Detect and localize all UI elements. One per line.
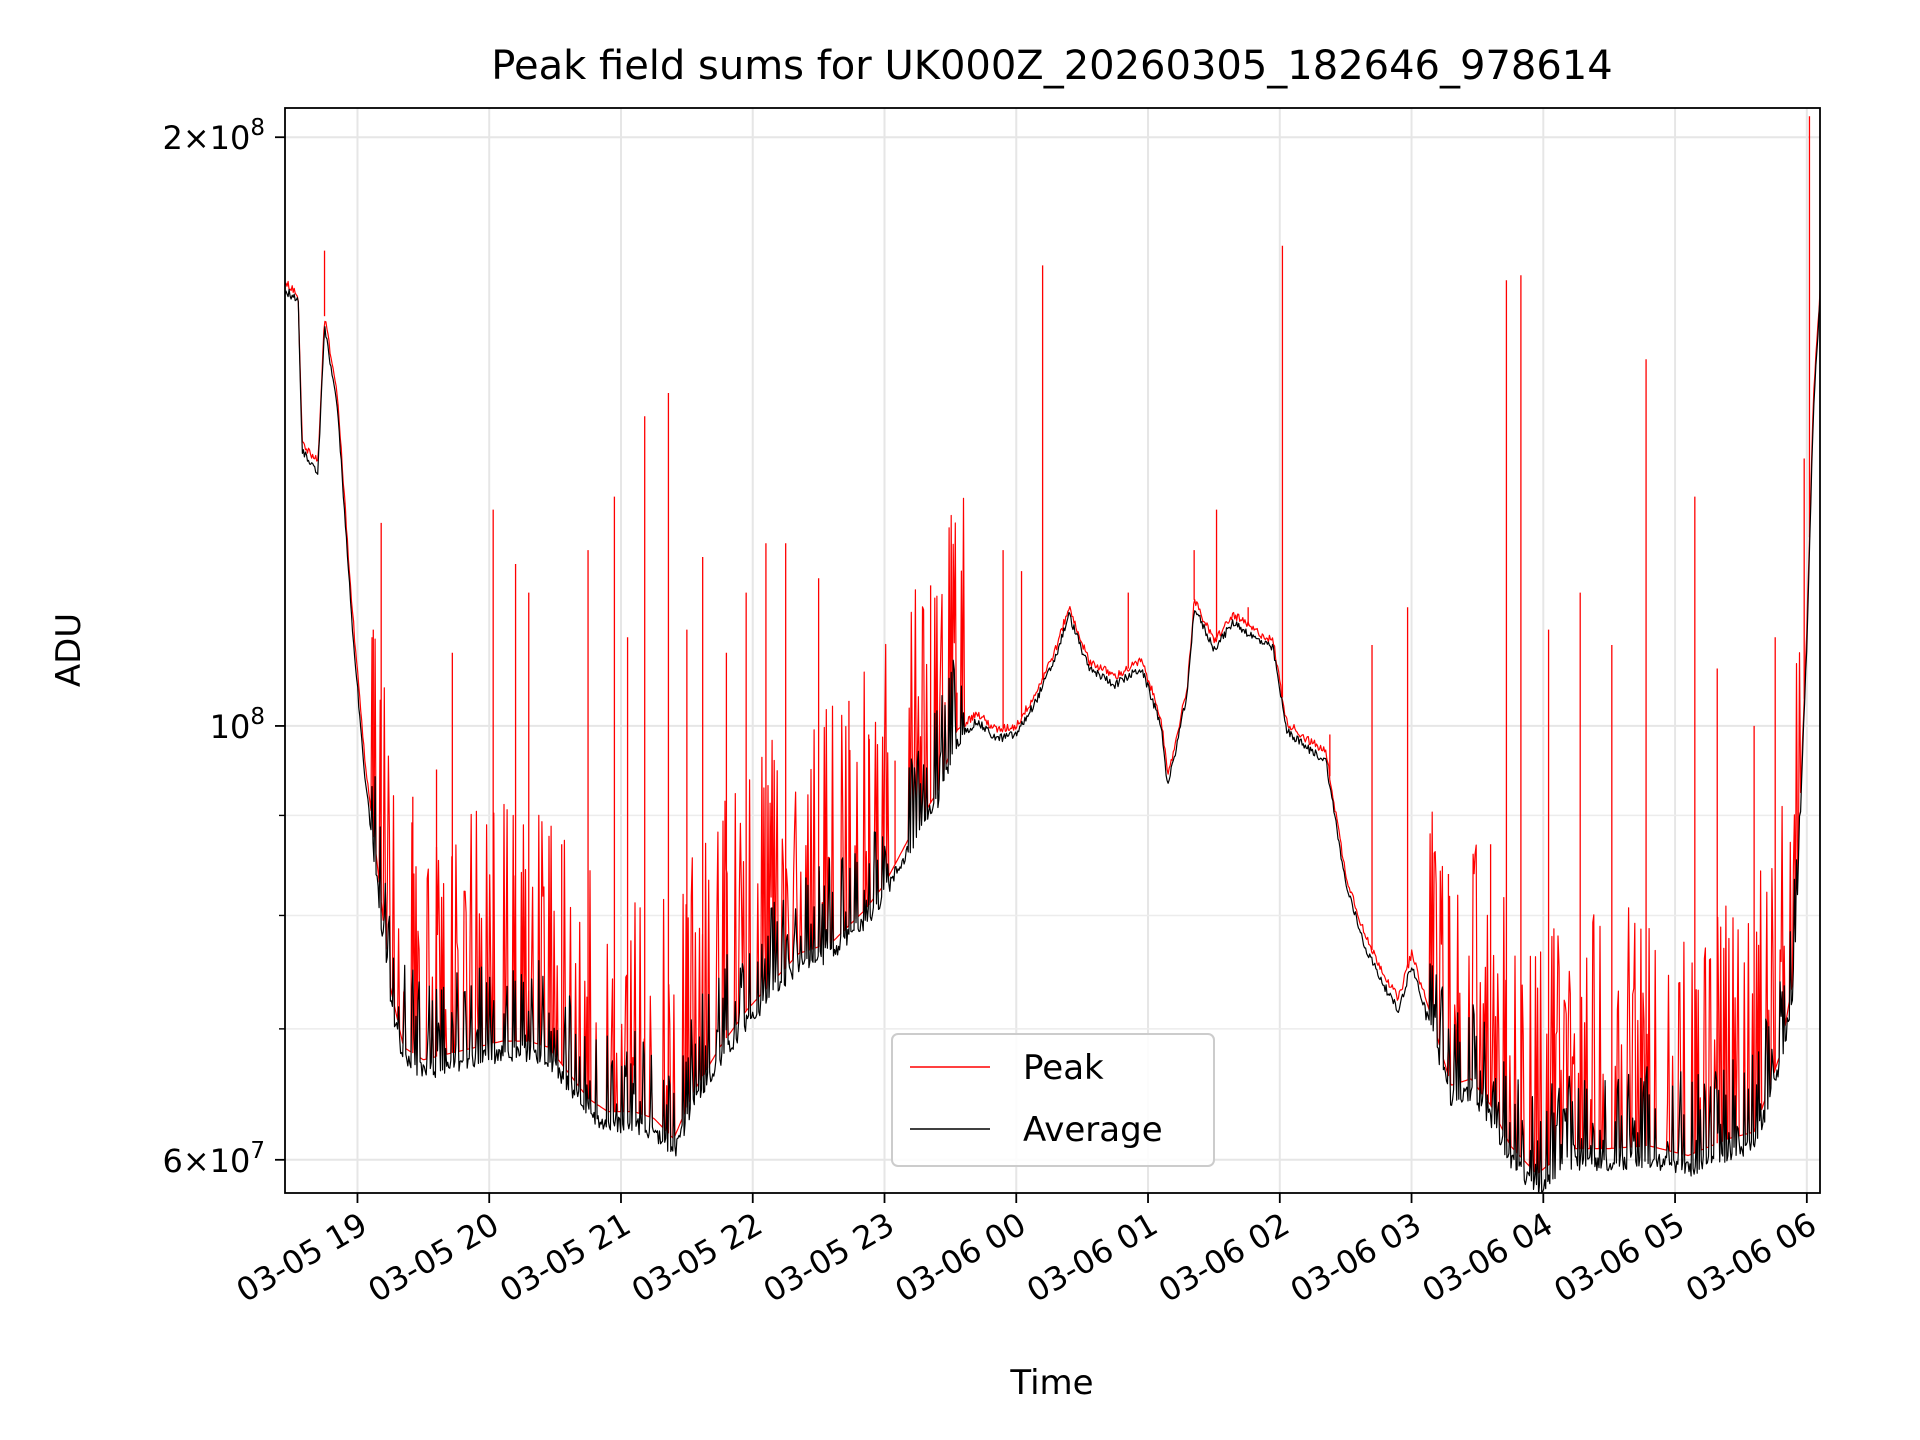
legend-peak-label: Peak [1023, 1048, 1104, 1088]
y-tick-label-2: 2×108 [162, 115, 265, 157]
y-tick-exponent-1: 8 [250, 704, 265, 730]
y-tick-exponent-0: 7 [250, 1138, 265, 1164]
plot-frame [284, 107, 1821, 1194]
x-axis-label: Time [1009, 1363, 1093, 1403]
legend-average-label: Average [1023, 1110, 1163, 1150]
y-tick-exponent-2: 8 [250, 115, 265, 141]
average-series-line [285, 288, 1820, 1193]
grid [285, 108, 1820, 1193]
series-layer [285, 116, 1820, 1193]
y-tick-label-0: 6×107 [162, 1138, 265, 1180]
chart-title: Peak field sums for UK000Z_20260305_1826… [491, 43, 1612, 89]
y-axis-label: ADU [49, 613, 89, 687]
legend: Peak Average [891, 1033, 1215, 1167]
